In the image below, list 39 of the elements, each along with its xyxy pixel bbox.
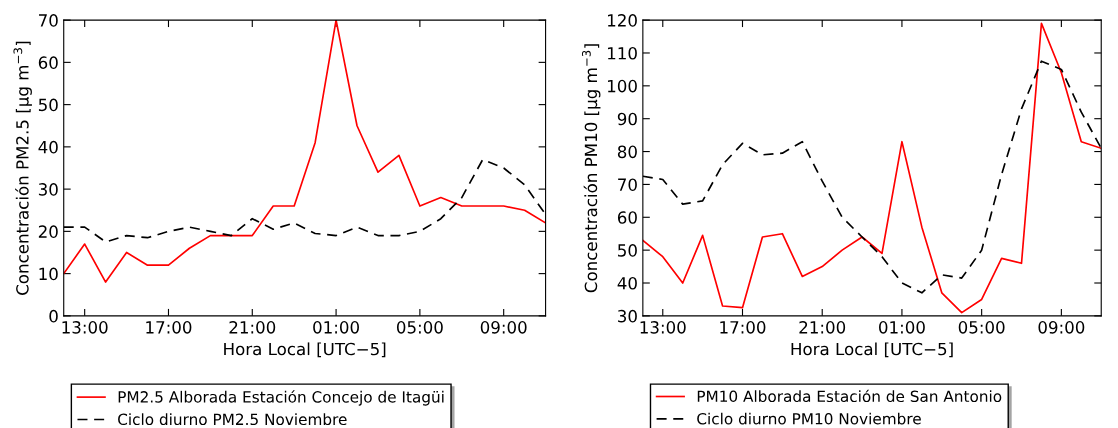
x-tick-label: 21:00 bbox=[229, 321, 276, 334]
y-tick-label: 20 bbox=[38, 225, 58, 238]
y-tick-label: 40 bbox=[38, 140, 58, 154]
line-series bbox=[642, 22, 1102, 314]
y-tick-label: 40 bbox=[617, 276, 637, 290]
x-tick-label: 05:00 bbox=[396, 321, 443, 334]
x-tick-label: 17:00 bbox=[146, 321, 192, 334]
y-tick-label: 80 bbox=[617, 145, 637, 159]
x-tick-label: 17:00 bbox=[720, 321, 766, 334]
y-tick-label: 50 bbox=[618, 244, 637, 257]
y-tick-label: 60 bbox=[38, 56, 58, 69]
y-tick-label: 10 bbox=[39, 267, 58, 281]
x-tick-label: 05:00 bbox=[958, 321, 1005, 334]
x-tick-label: 01:00 bbox=[313, 321, 359, 334]
y-tick-label: 70 bbox=[618, 178, 637, 191]
y-tick-label: 30 bbox=[38, 183, 58, 196]
y-axis-title: Concentración PM10 [μg m$^{−3}$] bbox=[581, 44, 601, 293]
x-tick-label: 09:00 bbox=[480, 321, 527, 334]
legend-label: PM2.5 Alborada Estación Concejo de Itagüi bbox=[118, 390, 444, 406]
legend-label: Ciclo diurno PM2.5 Noviembre bbox=[118, 413, 347, 426]
y-tick-label: 0 bbox=[49, 309, 58, 323]
y-tick-label: 60 bbox=[617, 211, 637, 224]
x-axis-title: Hora Local [UTC−5] bbox=[791, 342, 953, 358]
x-tick-label: 01:00 bbox=[879, 321, 925, 334]
y-tick-label: 100 bbox=[608, 79, 637, 93]
x-tick-label: 21:00 bbox=[799, 321, 846, 334]
y-tick-label: 120 bbox=[608, 14, 637, 27]
x-tick-label: 13:00 bbox=[62, 321, 108, 334]
x-tick-label: 13:00 bbox=[640, 321, 686, 334]
y-tick-label: 110 bbox=[608, 46, 637, 60]
legend-label: Ciclo diurno PM10 Noviembre bbox=[697, 412, 921, 425]
y-tick-label: 30 bbox=[618, 309, 637, 323]
y-tick-label: 70 bbox=[39, 14, 58, 27]
y-axis-title: Concentración PM2.5 [μg m$^{−3}$] bbox=[13, 41, 32, 295]
y-tick-label: 90 bbox=[617, 112, 637, 126]
x-axis-title: Hora Local [UTC−5] bbox=[224, 342, 386, 358]
y-tick-label: 50 bbox=[38, 98, 58, 112]
x-tick-label: 09:00 bbox=[1038, 321, 1085, 334]
legend-label: PM10 Alborada Estación de San Antonio bbox=[697, 389, 1002, 403]
